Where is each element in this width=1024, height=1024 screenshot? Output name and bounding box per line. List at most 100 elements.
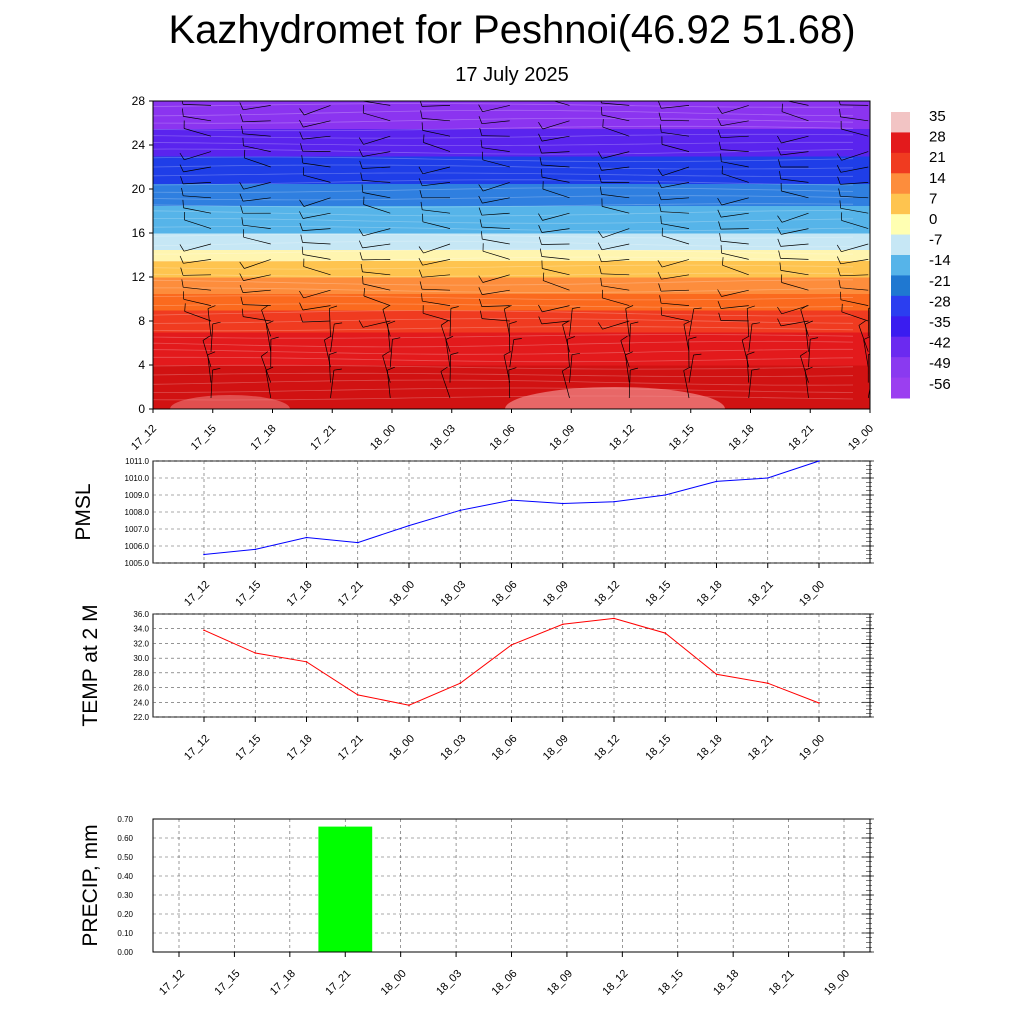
y-tick-label: 32.0 [133, 639, 149, 648]
wind-barb [478, 182, 510, 192]
wind-barb [538, 304, 570, 313]
y-tick-label: 0.40 [117, 872, 133, 881]
wind-barb [503, 351, 512, 383]
wind-barb [299, 289, 331, 299]
x-tick-label: 17_18 [268, 968, 298, 998]
colorbar-label: -56 [929, 376, 951, 393]
contour-line [153, 256, 854, 262]
wind-barb [717, 118, 749, 127]
contour-line [153, 272, 854, 277]
contour-line [153, 326, 854, 332]
colorbar-label: -7 [929, 232, 942, 249]
wind-barb [239, 182, 271, 190]
warm-core [170, 395, 290, 409]
wind-barb [478, 116, 510, 125]
data-point [459, 682, 462, 684]
wind-barb [840, 120, 869, 137]
data-point [408, 704, 410, 706]
x-tick-label: 18_09 [541, 733, 571, 763]
wind-barb [299, 131, 331, 140]
wind-barb [421, 122, 451, 137]
wind-barb [508, 321, 517, 352]
y-tick-label: 1009.0 [125, 491, 150, 500]
wind-barb [183, 291, 212, 306]
wind-barb [777, 212, 809, 223]
wind-barb [683, 366, 691, 399]
data-point [562, 502, 564, 505]
data-point [203, 629, 205, 631]
wind-barb [440, 320, 451, 352]
wind-barb [720, 153, 749, 168]
x-tick-label: 17_12 [182, 579, 212, 609]
wind-barb [561, 366, 570, 399]
wind-barb [363, 287, 391, 306]
wind-barb [479, 298, 510, 307]
wind-barb [419, 190, 450, 199]
colorbar-label: -28 [929, 293, 951, 310]
contour-line [153, 103, 854, 108]
wind-barb [542, 272, 570, 291]
x-tick-label: 18_12 [600, 968, 630, 998]
wind-barb [180, 176, 212, 185]
wind-barb [240, 113, 271, 123]
x-tick-label: 18_03 [434, 968, 464, 998]
wind-barb [538, 236, 570, 245]
wind-barb [389, 337, 401, 368]
y-tick-label: 12 [132, 270, 146, 284]
contour-line [153, 303, 854, 308]
precip-bar [318, 826, 373, 952]
contour-line [153, 287, 854, 293]
wind-barb [179, 164, 212, 173]
wind-barb [839, 200, 869, 214]
wind-barb [867, 386, 870, 399]
wind-barb [358, 320, 391, 328]
contour-line [153, 279, 853, 286]
wind-barb [482, 151, 510, 168]
x-tick-label: 18_06 [488, 423, 518, 453]
contour-line [153, 240, 854, 248]
colorbar-label: 35 [929, 108, 946, 125]
x-tick-label: 18_12 [592, 579, 622, 609]
page-subtitle: 17 July 2025 [455, 64, 569, 86]
wind-barb [778, 250, 809, 260]
y-tick-label: 28 [132, 94, 146, 108]
wind-barb [657, 271, 690, 280]
x-tick-label: 19_00 [797, 579, 827, 609]
x-tick-label: 18_00 [379, 968, 409, 998]
wind-barb [661, 227, 690, 245]
wind-barb [181, 279, 212, 291]
x-tick-label: 17_18 [285, 733, 315, 763]
wind-barb [538, 145, 570, 154]
x-tick-label: 17_21 [323, 968, 353, 998]
wind-barb [422, 213, 451, 229]
wind-barb [922, 352, 929, 383]
x-tick-label: 17_12 [157, 968, 187, 998]
colorbar-swatch [891, 152, 910, 174]
wind-barb [657, 166, 690, 177]
wind-barb [479, 219, 510, 229]
x-tick-label: 17_18 [285, 579, 315, 609]
heat-band [153, 332, 870, 366]
wind-barb [360, 172, 391, 183]
wind-barb [897, 103, 928, 110]
colorbar-label: 21 [929, 149, 946, 166]
x-tick-label: 18_06 [490, 968, 520, 998]
wind-barb [239, 102, 271, 111]
y-tick-label: 0.70 [117, 815, 133, 824]
y-tick-label: 1005.0 [125, 559, 150, 568]
wind-barb [717, 300, 749, 309]
x-tick-label: 18_06 [490, 733, 520, 763]
wind-barb [781, 274, 809, 291]
contour-line [153, 364, 854, 370]
x-tick-label: 17_18 [249, 423, 279, 453]
wind-barb [786, 101, 809, 106]
wind-barb [479, 127, 510, 137]
wind-barb [509, 338, 522, 368]
wind-barb [242, 137, 271, 152]
wind-barb [780, 182, 809, 199]
data-point [562, 623, 564, 626]
wind-barb [836, 243, 869, 253]
wind-barb [600, 101, 630, 106]
wind-barb [659, 295, 690, 306]
colorbar-label: 14 [929, 170, 946, 187]
